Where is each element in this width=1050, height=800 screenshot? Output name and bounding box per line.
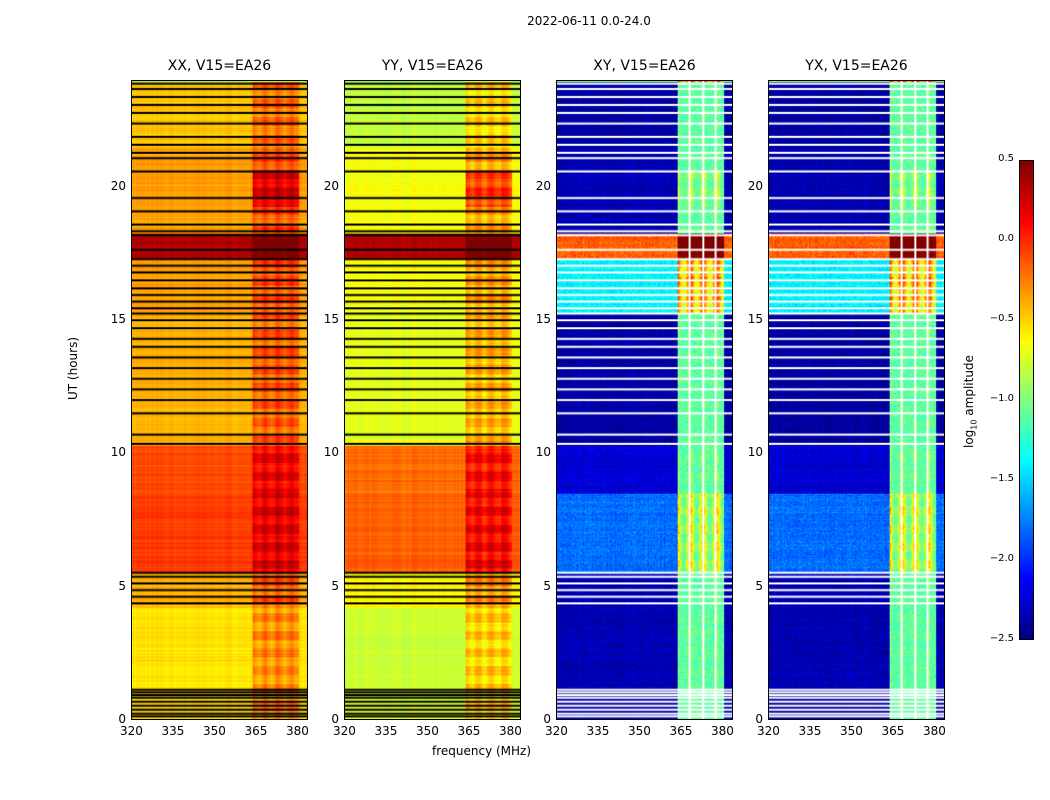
y-tick-label: 0	[331, 712, 339, 726]
x-tick-label: 380	[922, 724, 946, 738]
y-tick-label: 20	[323, 178, 339, 193]
y-tick-label: 15	[747, 312, 763, 326]
x-tick-label: 320	[545, 724, 568, 738]
colorbar-tick-label: −1.0	[989, 393, 1014, 404]
x-tick-label: 365	[881, 724, 905, 738]
y-tick-label: 20	[747, 178, 763, 193]
heatmap-0	[131, 80, 308, 720]
y-tick-label: 20	[535, 178, 551, 193]
panel-yx: YX, V15=EA26 320 335 350 365 380 0 5 10 15 20	[748, 58, 946, 738]
y-tick-label: 0	[543, 712, 551, 726]
x-tick-label: 365	[244, 724, 268, 738]
panel-title: YY, V15=EA26	[381, 58, 484, 74]
y-tick-label: 10	[747, 445, 763, 460]
x-tick-label: 380	[498, 724, 522, 738]
y-tick-label: 5	[755, 578, 763, 593]
panel-title: XY, V15=EA26	[593, 58, 696, 74]
y-tick-label: 5	[543, 578, 551, 593]
panel-yy: YY, V15=EA26 320 335 350 365 380 0 5 10 15 20	[324, 58, 522, 738]
colorbar-tick-label: −0.5	[989, 313, 1014, 324]
heatmap-3	[768, 80, 945, 720]
x-tick-label: 335	[161, 724, 185, 738]
x-tick-label: 335	[374, 724, 398, 738]
y-tick-label: 10	[323, 445, 339, 460]
colorbar-tick-label: −1.5	[989, 473, 1014, 484]
x-tick-label: 380	[710, 724, 734, 738]
x-tick-label: 320	[333, 724, 356, 738]
y-tick-label: 5	[331, 578, 339, 593]
colorbar-tick-label: 0.0	[998, 233, 1014, 244]
colorbar-label: log10 amplitude	[962, 355, 979, 448]
colorbar-tick-label: 0.5	[998, 153, 1014, 164]
x-tick-label: 365	[669, 724, 693, 738]
heatmap-1	[344, 80, 521, 720]
y-tick-label: 0	[755, 712, 763, 726]
x-tick-label: 335	[586, 724, 610, 738]
heatmap-2	[556, 80, 733, 720]
y-tick-label: 20	[110, 178, 126, 193]
y-tick-label: 0	[118, 712, 126, 726]
x-tick-label: 350	[202, 724, 226, 738]
x-tick-label: 350	[415, 724, 439, 738]
panel-xy: XY, V15=EA26 320 335 350 365 380 0 5 10 15 20	[536, 58, 734, 738]
panel-xx: XX, V15=EA26 320 335 350 365 380 0 5 10 15 20	[111, 58, 309, 738]
y-tick-label: 15	[323, 312, 339, 326]
y-tick-label: 10	[535, 445, 551, 460]
x-tick-label: 350	[627, 724, 651, 738]
y-axis-label: UT (hours)	[66, 336, 80, 400]
panel-title: XX, V15=EA26	[167, 58, 272, 74]
x-tick-label: 365	[457, 724, 481, 738]
x-tick-label: 350	[839, 724, 863, 738]
x-tick-label: 380	[285, 724, 309, 738]
panel-title: YX, V15=EA26	[805, 58, 908, 74]
x-axis-label: frequency (MHz)	[432, 744, 532, 758]
x-tick-label: 335	[798, 724, 822, 738]
colorbar-tick-label: −2.5	[989, 633, 1014, 644]
y-tick-label: 10	[110, 445, 126, 460]
colorbar	[1019, 160, 1034, 640]
colorbar-tick-label: −2.0	[989, 553, 1014, 564]
y-tick-label: 5	[118, 578, 126, 593]
y-tick-label: 15	[535, 312, 551, 326]
y-tick-label: 15	[110, 312, 126, 326]
x-tick-label: 320	[757, 724, 780, 738]
x-tick-label: 320	[120, 724, 143, 738]
figure-title: 2022-06-11 0.0-24.0	[527, 14, 651, 28]
